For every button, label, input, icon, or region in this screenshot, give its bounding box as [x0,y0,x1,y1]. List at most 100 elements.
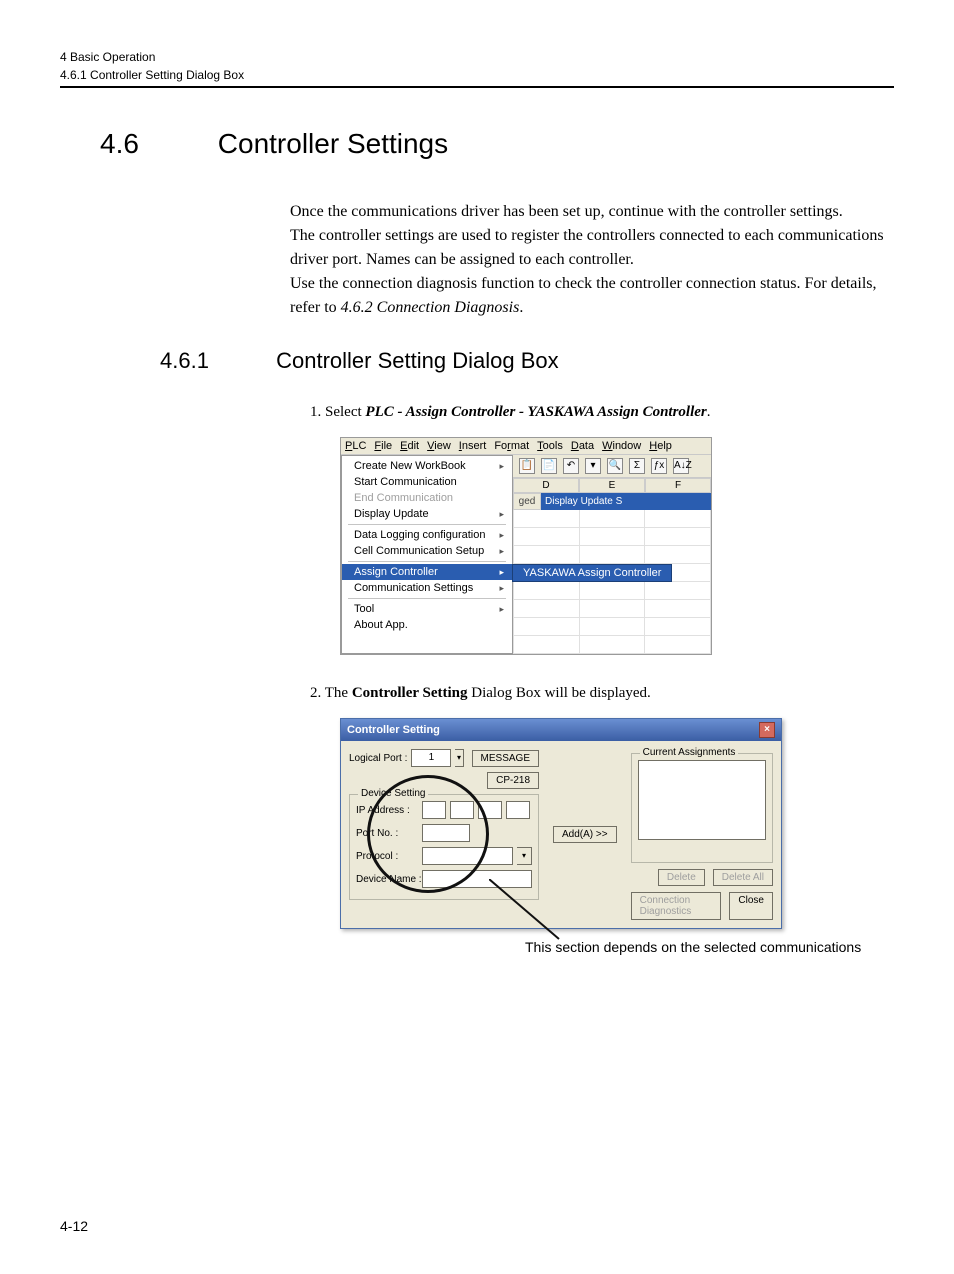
intro-p2: The controller settings are used to regi… [290,224,894,272]
toolbar-icon[interactable]: A↓Z [673,458,689,474]
ip-address-label: IP Address : [356,805,418,816]
header-subsection: 4.6.1 Controller Setting Dialog Box [60,68,894,82]
subsection-title: Controller Setting Dialog Box [276,348,558,373]
toolbar-icon[interactable]: ↶ [563,458,579,474]
menubar-item[interactable]: View [427,440,451,452]
step-2: 2. The Controller Setting Dialog Box wil… [310,683,894,704]
ip-octet-2[interactable] [450,801,474,819]
intro-p1: Once the communications driver has been … [290,200,894,224]
device-name-label: Device Name : [356,874,418,885]
ip-octet-1[interactable] [422,801,446,819]
assignments-list[interactable] [638,760,766,840]
menubar-item[interactable]: PLC [345,440,366,452]
menu-divider [348,598,506,599]
menu-item[interactable]: Communication Settings▸ [342,580,512,596]
chevron-down-icon[interactable]: ▾ [455,749,463,767]
toolbar-icon[interactable]: Σ [629,458,645,474]
dialog-title: Controller Setting [347,724,440,736]
close-icon[interactable]: × [759,722,775,738]
subsection-heading: 4.6.1 Controller Setting Dialog Box [160,348,894,374]
sheet-row-1: ged Display Update S [513,493,711,510]
menubar-item[interactable]: File [374,440,392,452]
step-1: 1. Select PLC - Assign Controller - YASK… [310,402,894,423]
sheet-row1-left: ged [513,493,541,510]
intro-p3: Use the connection diagnosis function to… [290,272,894,320]
sheet-col-header: D [513,478,579,493]
add-button[interactable]: Add(A) >> [553,826,617,843]
menubar-item[interactable]: Tools [537,440,563,452]
menubar-item[interactable]: Window [602,440,641,452]
submenu-arrow-icon: ▸ [499,583,504,594]
menu-screenshot: PLC File Edit View Insert Format Tools Data Wind… [340,437,712,655]
submenu-item[interactable]: YASKAWA Assign Controller [512,564,672,582]
menu-item[interactable]: Create New WorkBook▸ [342,458,512,474]
section-heading: 4.6 Controller Settings [100,128,894,160]
message-button[interactable]: MESSAGE [472,750,539,767]
section-number: 4.6 [100,128,210,160]
annotation-text: This section depends on the selected com… [525,939,894,955]
ip-octet-3[interactable] [478,801,502,819]
header-chapter: 4 Basic Operation [60,50,894,64]
submenu-arrow-icon: ▸ [499,567,504,578]
current-assignments-fieldset: Current Assignments [631,753,773,863]
sheet-col-headers: DEF [513,478,711,493]
ip-octet-4[interactable] [506,801,530,819]
intro-paragraphs: Once the communications driver has been … [290,200,894,320]
toolbar-icon[interactable]: ƒx [651,458,667,474]
menubar-item[interactable]: Insert [459,440,487,452]
section-title: Controller Settings [218,128,448,159]
plc-dropdown: Create New WorkBook▸Start CommunicationE… [341,455,513,654]
toolbar-icon[interactable]: 📄 [541,458,557,474]
delete-all-button[interactable]: Delete All [713,869,773,886]
menu-item[interactable]: About App. [342,617,512,633]
spreadsheet-area: 📋 📄 ↶ ▾ 🔍 Σƒx A↓Z DEF ged Display Update S [513,455,711,654]
connection-diagnostics-button[interactable]: Connection Diagnostics [631,892,722,920]
device-name-input[interactable] [422,870,532,888]
menu-item[interactable]: Data Logging configuration▸ [342,527,512,543]
subsection-number: 4.6.1 [160,348,270,374]
device-setting-legend: Device Setting [358,788,428,799]
menu-item[interactable]: Assign Controller▸YASKAWA Assign Control… [342,564,512,580]
toolbar: 📋 📄 ↶ ▾ 🔍 Σƒx A↓Z [513,455,711,478]
sheet-col-header: F [645,478,711,493]
menubar-item[interactable]: Data [571,440,594,452]
menubar-item[interactable]: Edit [400,440,419,452]
submenu-arrow-icon: ▸ [499,546,504,557]
menu-divider [348,561,506,562]
menubar-item[interactable]: Format [494,440,529,452]
dialog-titlebar: Controller Setting × [341,719,781,741]
port-no-input[interactable] [422,824,470,842]
chevron-down-icon[interactable]: ▾ [517,847,532,865]
logical-port-label: Logical Port : [349,753,407,764]
protocol-label: Protocol : [356,851,418,862]
current-assignments-legend: Current Assignments [640,747,739,758]
sheet-empty-grid [513,510,711,654]
menubar-item[interactable]: Help [649,440,672,452]
delete-button[interactable]: Delete [658,869,705,886]
controller-setting-dialog: Controller Setting × Logical Port : 1 ▾ … [340,718,782,929]
submenu-arrow-icon: ▸ [499,509,504,520]
header-rule [60,86,894,88]
sheet-row1-right: Display Update S [541,493,711,510]
toolbar-icon[interactable]: ▾ [585,458,601,474]
menubar: PLC File Edit View Insert Format Tools Data Wind… [341,438,711,455]
sheet-col-header: E [579,478,645,493]
logical-port-select[interactable]: 1 [411,749,451,767]
menu-item: End Communication [342,490,512,506]
menu-item[interactable]: Display Update▸ [342,506,512,522]
submenu-arrow-icon: ▸ [499,461,504,472]
submenu-arrow-icon: ▸ [499,530,504,541]
page-number: 4-12 [60,1218,88,1234]
menu-divider [348,524,506,525]
menu-item[interactable]: Cell Communication Setup▸ [342,543,512,559]
close-button[interactable]: Close [729,892,773,920]
submenu-arrow-icon: ▸ [499,604,504,615]
menu-item[interactable]: Start Communication [342,474,512,490]
device-setting-fieldset: Device Setting IP Address : Port No. : P… [349,794,539,900]
toolbar-icon[interactable]: 📋 [519,458,535,474]
cp218-button[interactable]: CP-218 [487,772,539,789]
protocol-select[interactable] [422,847,513,865]
menu-item[interactable]: Tool▸ [342,601,512,617]
port-no-label: Port No. : [356,828,418,839]
toolbar-icon[interactable]: 🔍 [607,458,623,474]
